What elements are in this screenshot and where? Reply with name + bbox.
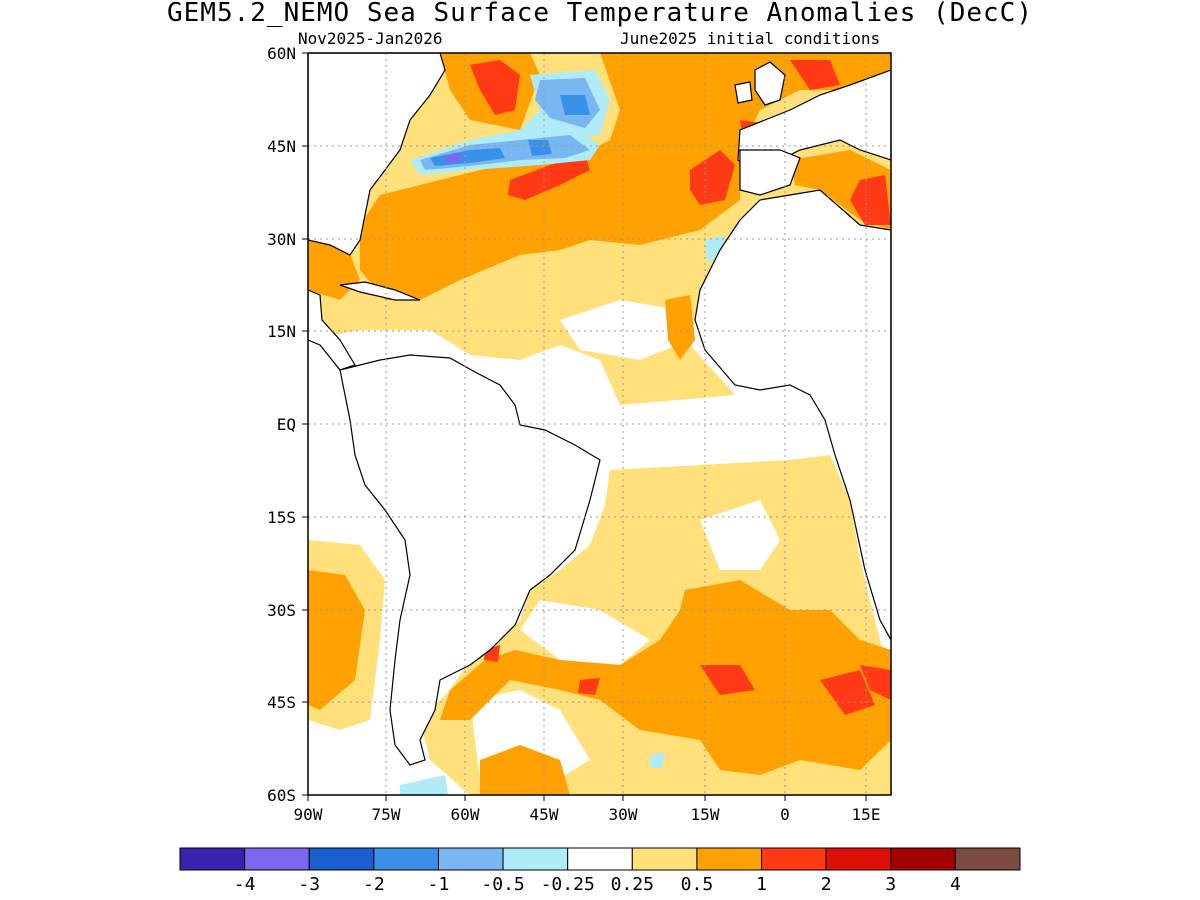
land-south-america — [339, 354, 601, 766]
colorbar-label: 1 — [756, 874, 767, 895]
lat-label: 30S — [267, 601, 296, 620]
anomaly-red — [860, 665, 891, 700]
lat-label: 30N — [267, 230, 296, 249]
lon-label: 15W — [691, 805, 720, 824]
anomaly-red — [820, 670, 875, 715]
anomaly-cold-light — [400, 775, 448, 795]
lat-label: 45N — [267, 137, 296, 156]
anomaly-cold-strongest — [445, 153, 462, 162]
colorbar-swatch — [437, 847, 504, 871]
colorbar-label: -0.5 — [481, 874, 524, 895]
anomaly-red — [690, 150, 735, 205]
anomaly-orange — [308, 570, 365, 710]
land-central-america — [308, 289, 356, 371]
colorbar-label: 2 — [821, 874, 832, 895]
colorbar-swatch — [761, 847, 827, 871]
grid-lines — [308, 53, 891, 795]
colorbar-swatch — [373, 847, 439, 871]
colorbar-swatch — [308, 847, 375, 871]
land-north-america — [308, 53, 446, 256]
colorbar-label: -0.25 — [541, 874, 595, 895]
colorbar-swatch — [890, 847, 956, 871]
land-africa — [694, 189, 891, 641]
map-title: GEM5.2_NEMO Sea Surface Temperature Anom… — [167, 0, 1033, 28]
colorbar-label: 3 — [885, 874, 896, 895]
colorbar: -4 -3 -2 -1 -0.5 -0.25 0.25 0.5 1 2 3 4 — [179, 847, 1021, 895]
anomaly-red — [850, 175, 891, 225]
lat-label: 60N — [267, 44, 296, 63]
initial-conditions: June2025 initial conditions — [620, 29, 881, 48]
anomaly-orange — [440, 580, 891, 775]
anomaly-cold-strong — [560, 95, 590, 115]
colorbar-label: 0.5 — [681, 874, 714, 895]
anomaly-red — [508, 155, 590, 200]
lat-label: 45S — [267, 693, 296, 712]
lon-label: 15E — [852, 805, 881, 824]
land-ireland — [734, 81, 753, 104]
anomaly-orange — [480, 745, 570, 795]
colorbar-swatch — [954, 847, 1021, 871]
colorbar-label: -2 — [363, 874, 385, 895]
colorbar-swatch — [567, 847, 633, 871]
anomaly-red — [790, 60, 840, 90]
colorbar-label: -4 — [234, 874, 256, 895]
anomaly-orange — [360, 53, 891, 300]
anomaly-red — [578, 678, 600, 695]
colorbar-label: -1 — [428, 874, 450, 895]
anomaly-red — [470, 60, 520, 115]
lon-label: 75W — [372, 805, 401, 824]
lon-label: 0 — [780, 805, 790, 824]
land-british-isles — [754, 61, 786, 106]
colorbar-swatch — [631, 847, 698, 871]
lon-label: 60W — [451, 805, 480, 824]
lat-label: 60S — [267, 786, 296, 805]
lat-label: 15N — [267, 322, 296, 341]
lat-label: 15S — [267, 508, 296, 527]
colorbar-label: -3 — [298, 874, 320, 895]
neutral-gap — [560, 300, 690, 360]
lon-label: 30W — [609, 805, 638, 824]
colorbar-label: 4 — [950, 874, 961, 895]
anomaly-cold-light — [650, 752, 665, 768]
colorbar-swatch — [825, 847, 892, 871]
neutral-gap — [520, 600, 650, 665]
lat-label: EQ — [277, 415, 296, 434]
colorbar-swatch — [179, 847, 246, 871]
anomaly-cold-strong — [528, 140, 552, 156]
axis-ticks — [302, 52, 867, 801]
colorbar-swatch — [696, 847, 763, 871]
lon-label: 90W — [294, 805, 323, 824]
land-cuba — [339, 281, 421, 301]
forecast-period: Nov2025-Jan2026 — [298, 29, 443, 48]
colorbar-label: 0.25 — [611, 874, 654, 895]
anomaly-field — [308, 53, 891, 795]
anomaly-orange — [665, 295, 695, 360]
anomaly-red — [700, 665, 755, 695]
lon-label: 45W — [530, 805, 559, 824]
colorbar-swatch — [244, 847, 310, 871]
colorbar-swatch — [502, 847, 569, 871]
